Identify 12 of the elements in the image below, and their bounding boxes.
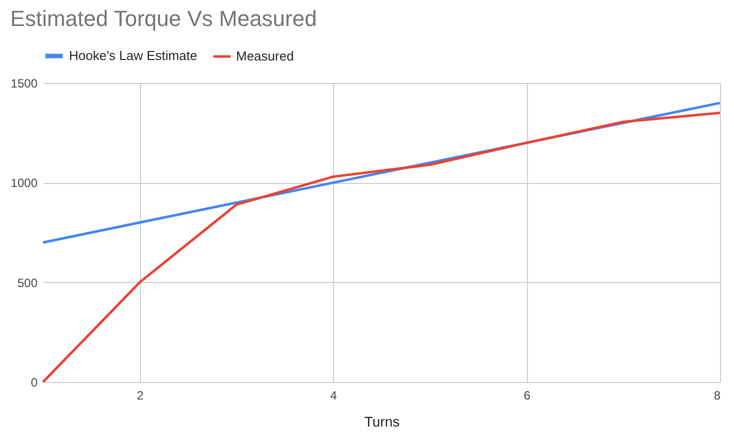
x-tick-label: 2 (136, 388, 144, 402)
x-tick-label: 8 (714, 388, 721, 402)
chart-title: Estimated Torque Vs Measured (10, 6, 317, 31)
y-tick-label: 0 (30, 376, 38, 390)
x-axis-title: Turns (364, 414, 400, 430)
y-tick-label: 1500 (10, 76, 38, 90)
y-tick-label: 500 (17, 276, 38, 290)
legend-label: Measured (236, 48, 294, 64)
legend-label: Hooke's Law Estimate (69, 48, 198, 63)
y-tick-label: 1000 (10, 176, 38, 190)
x-tick-label: 6 (524, 388, 531, 402)
x-tick-label: 4 (330, 388, 338, 402)
